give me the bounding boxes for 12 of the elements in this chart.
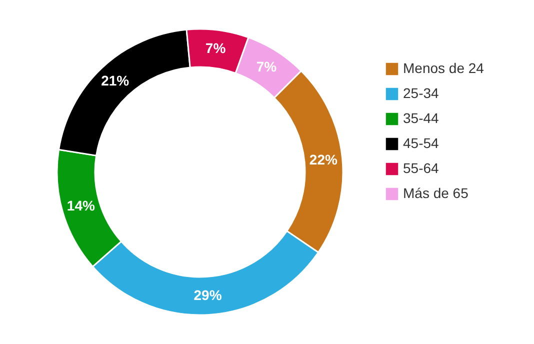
data-label: 7% (205, 40, 226, 56)
legend-label: 35-44 (403, 110, 440, 126)
data-label: 7% (256, 58, 278, 74)
legend-label: 25-34 (403, 85, 440, 101)
data-label: 14% (66, 198, 96, 214)
data-label: 21% (101, 72, 130, 89)
data-label: 22% (309, 151, 338, 168)
legend-label: Menos de 24 (403, 60, 484, 76)
legend-label: Más de 65 (403, 185, 469, 201)
legend-label: 55-64 (403, 160, 440, 176)
data-label: 29% (194, 286, 222, 303)
legend-label: 45-54 (403, 135, 440, 151)
